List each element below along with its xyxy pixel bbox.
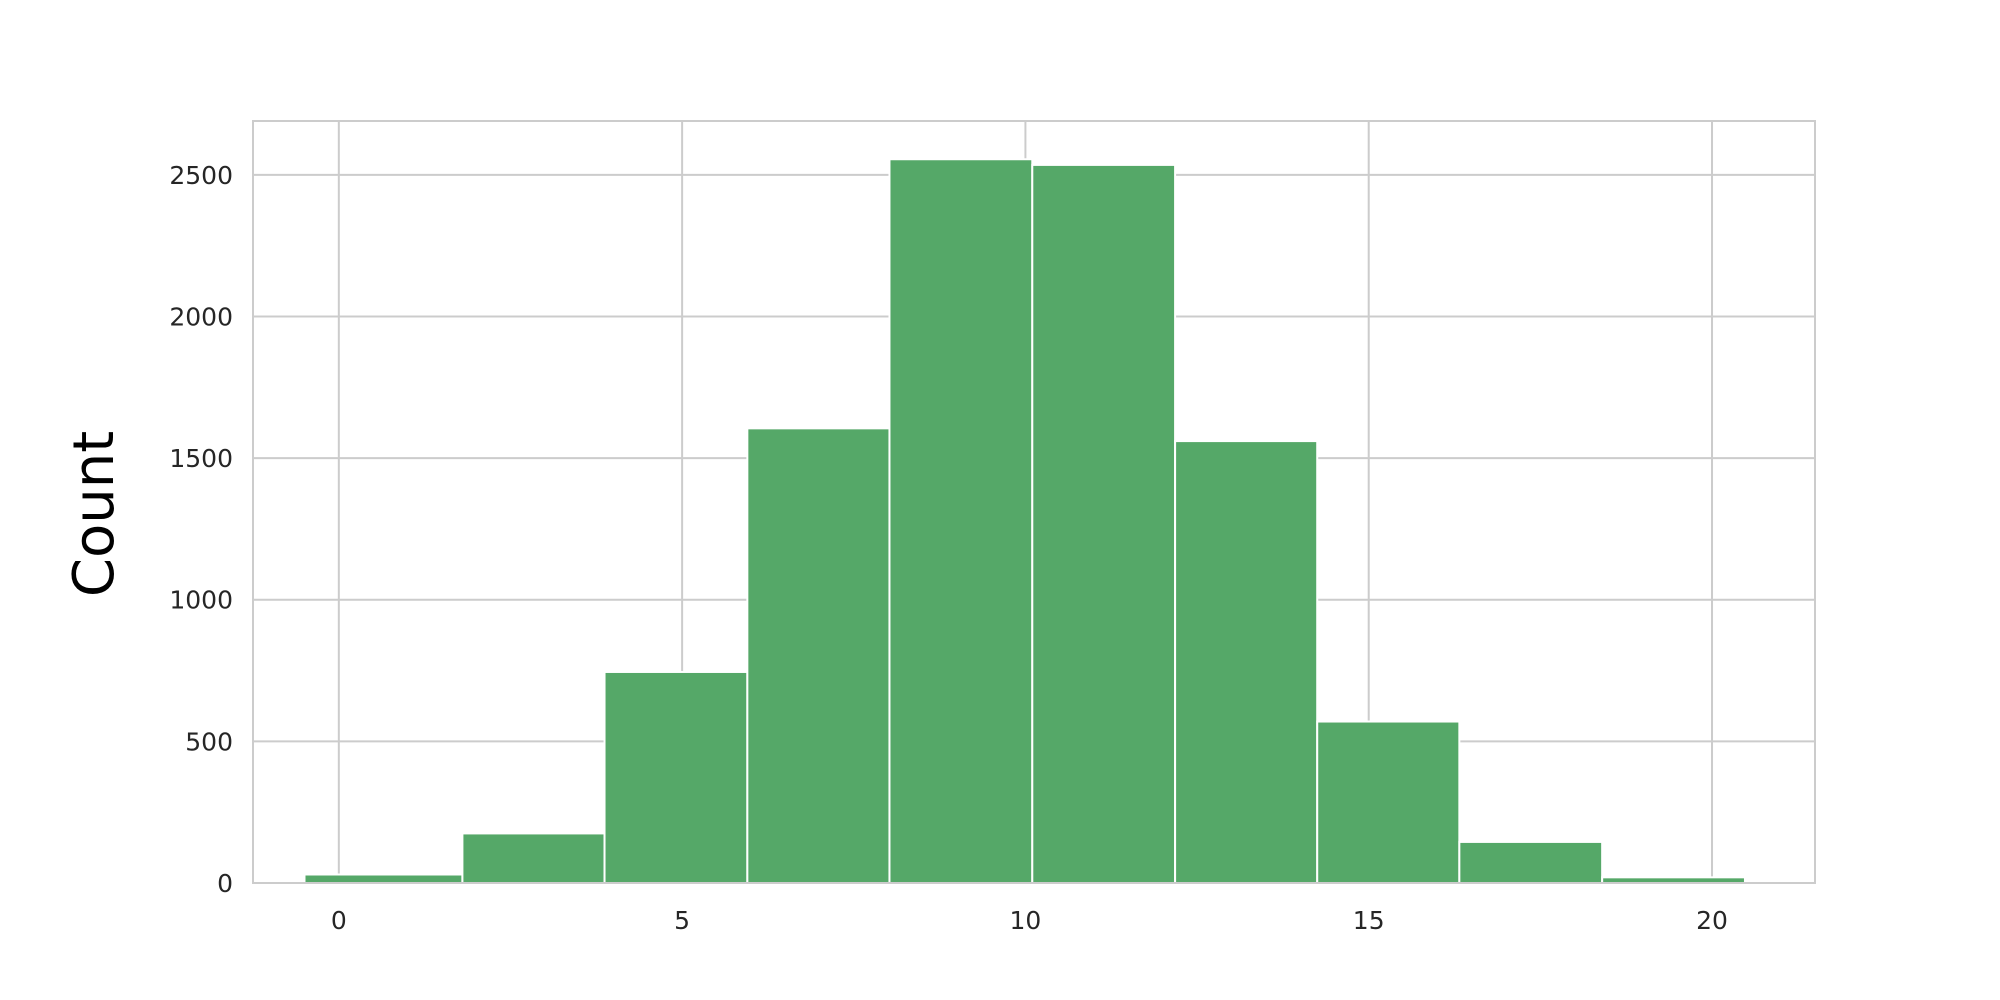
y-tick-label-2: 1000 [169, 586, 233, 615]
histogram-bar-3 [746, 427, 891, 884]
x-tick-label-4: 20 [1696, 906, 1728, 935]
x-tick-label-2: 10 [1010, 906, 1042, 935]
y-tick-label-3: 1500 [169, 444, 233, 473]
histogram-bar-6 [1174, 440, 1319, 884]
histogram-bar-2 [603, 670, 749, 884]
histogram-bar-1 [461, 832, 606, 884]
y-tick-label-5: 2500 [169, 161, 233, 190]
x-tick-label-3: 15 [1353, 906, 1385, 935]
histogram-bar-7 [1316, 720, 1461, 885]
y-tick-label-1: 500 [185, 727, 233, 756]
histogram-bar-8 [1458, 840, 1604, 885]
x-tick-label-0: 0 [331, 906, 347, 935]
histogram-bars [303, 158, 1746, 885]
histogram-bar-5 [1031, 163, 1177, 885]
x-tick-label-1: 5 [674, 906, 690, 935]
y-tick-label-0: 0 [217, 869, 233, 898]
y-axis-title: Count [62, 431, 127, 597]
tick-labels: 0 5 10 15 20 0 500 1000 1500 2000 2500 [169, 161, 1728, 935]
plot-frame [252, 120, 1816, 884]
histogram-bar-4 [888, 158, 1034, 884]
y-tick-label-4: 2000 [169, 302, 233, 331]
histogram-bar-0 [303, 873, 464, 884]
